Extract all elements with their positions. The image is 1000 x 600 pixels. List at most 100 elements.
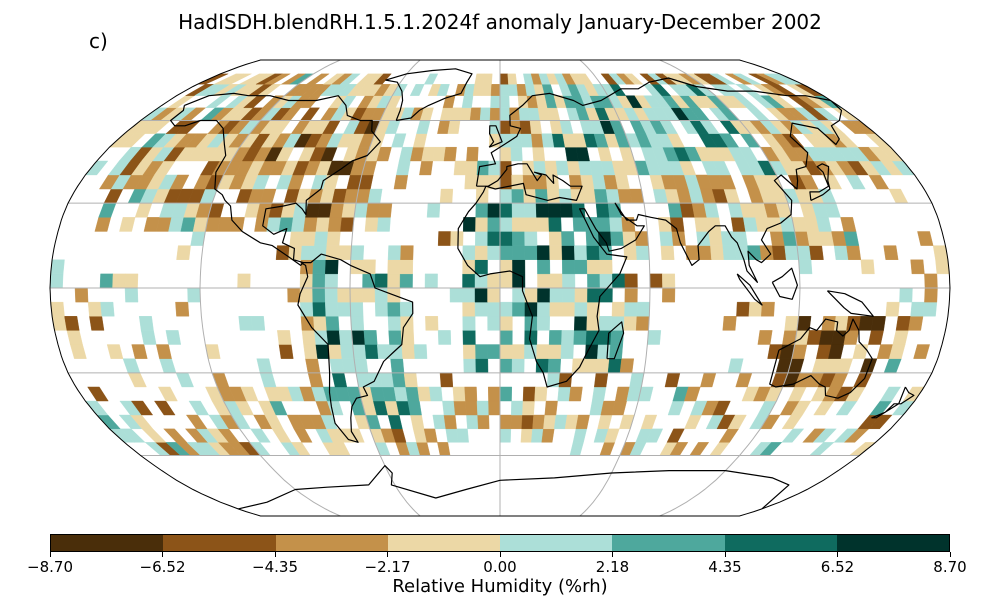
anomaly-cell <box>532 146 546 162</box>
anomaly-cell <box>373 73 392 85</box>
anomaly-cell <box>399 259 414 275</box>
anomaly-cell <box>591 386 607 402</box>
anomaly-cell <box>499 120 511 134</box>
colorbar-tick <box>499 552 501 557</box>
anomaly-cell <box>599 273 613 289</box>
anomaly-cell <box>352 344 367 359</box>
anomaly-cell <box>649 273 663 289</box>
anomaly-cell <box>462 217 476 232</box>
colorbar-tick-label: 4.35 <box>708 558 742 576</box>
anomaly-cell <box>518 107 531 121</box>
anomaly-cell <box>843 231 860 246</box>
anomaly-cell <box>582 188 597 204</box>
anomaly-cell <box>442 400 456 416</box>
anomaly-cell <box>544 160 558 176</box>
anomaly-cell <box>574 245 588 260</box>
anomaly-cell <box>324 273 338 289</box>
anomaly-cell <box>532 414 546 430</box>
anomaly-cell <box>488 160 501 176</box>
anomaly-cell <box>423 428 438 443</box>
anomaly-cell <box>604 428 620 443</box>
anomaly-cell <box>535 188 549 204</box>
colorbar-tick-label: −6.52 <box>139 558 186 576</box>
colorbar-tick <box>274 552 276 557</box>
anomaly-cell <box>587 287 601 303</box>
anomaly-cell <box>466 146 479 162</box>
anomaly-cell <box>562 287 576 303</box>
anomaly-cell <box>537 273 551 289</box>
anomaly-cell <box>326 231 341 246</box>
anomaly-cell <box>350 259 364 275</box>
anomaly-cell <box>796 245 812 260</box>
anomaly-cell <box>913 344 930 359</box>
anomaly-cell <box>339 73 361 85</box>
anomaly-cell <box>325 316 340 331</box>
anomaly-cell <box>393 386 409 402</box>
anomaly-cell <box>684 386 701 402</box>
anomaly-cell <box>536 217 550 232</box>
anomaly-cell <box>238 316 253 331</box>
anomaly-cell <box>477 414 490 430</box>
anomaly-cell <box>324 287 338 303</box>
anomaly-cell <box>640 414 658 430</box>
anomaly-cell <box>761 301 775 317</box>
anomaly-cell <box>594 372 609 388</box>
anomaly-cell <box>465 160 478 176</box>
anomaly-cell <box>391 372 406 388</box>
anomaly-cell <box>317 202 333 218</box>
anomaly-cell <box>548 217 562 232</box>
anomaly-cell <box>662 287 676 303</box>
anomaly-cell <box>176 245 191 260</box>
anomaly-cell <box>315 217 330 232</box>
colorbar-tick-label: −8.70 <box>27 558 73 576</box>
anomaly-cell <box>453 400 467 416</box>
anomaly-cell <box>456 428 469 443</box>
anomaly-cell <box>574 301 588 317</box>
anomaly-cell <box>413 344 428 359</box>
anomaly-cell <box>549 245 563 260</box>
anomaly-cell <box>833 245 849 260</box>
anomaly-cell <box>499 316 513 331</box>
anomaly-cell <box>499 301 513 317</box>
map-outline <box>49 59 951 517</box>
anomaly-cell <box>362 273 376 289</box>
graticule <box>50 60 950 516</box>
anomaly-cell <box>511 174 524 190</box>
anomaly-cell <box>337 301 351 317</box>
anomaly-cell <box>521 414 534 430</box>
anomaly-cell <box>89 316 105 331</box>
colorbar-tick <box>949 552 951 557</box>
anomaly-cell <box>499 73 509 85</box>
anomaly-cell <box>99 273 114 289</box>
anomaly-cell <box>437 231 452 246</box>
anomaly-cell <box>303 217 318 232</box>
anomaly-cell <box>305 73 330 85</box>
colorbar-segment <box>836 535 949 551</box>
anomaly-cell <box>560 344 574 359</box>
anomaly-cell <box>537 259 551 275</box>
anomaly-cell <box>74 287 89 303</box>
anomaly-cell <box>879 386 902 402</box>
anomaly-cell <box>611 301 626 317</box>
anomaly-cell <box>50 301 65 317</box>
colorbar-segment <box>500 535 613 551</box>
anomaly-cell <box>340 217 355 232</box>
anomaly-cell <box>524 217 538 232</box>
anomaly-cell <box>524 245 538 260</box>
anomaly-cell <box>163 428 188 443</box>
anomaly-cell <box>138 316 154 331</box>
anomaly-cell <box>712 400 731 416</box>
anomaly-cell <box>619 358 635 374</box>
anomaly-cell <box>812 428 837 443</box>
anomaly-cell <box>708 231 723 246</box>
anomaly-cell <box>858 316 874 331</box>
anomaly-cell <box>487 316 501 331</box>
anomaly-cell <box>575 414 590 430</box>
anomaly-cell <box>559 202 574 218</box>
anomaly-cell <box>547 202 562 218</box>
anomaly-cell <box>312 273 326 289</box>
anomaly-cell <box>624 287 638 303</box>
anomaly-cell <box>337 287 351 303</box>
anomaly-cell <box>924 287 938 303</box>
anomaly-cell <box>511 202 525 218</box>
